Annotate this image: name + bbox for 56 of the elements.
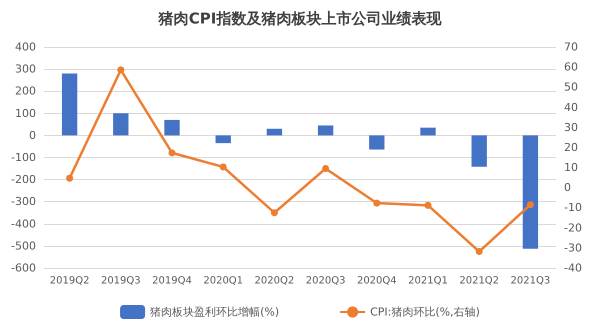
bar — [113, 113, 128, 136]
point — [322, 165, 330, 172]
point — [373, 200, 380, 207]
y2-tick-label: 70 — [564, 40, 578, 54]
bar — [164, 120, 180, 136]
y-tick-label: -500 — [11, 239, 36, 252]
x-tick-label: 2020Q2 — [254, 276, 294, 286]
y2-tick-label: 50 — [564, 80, 578, 94]
point — [117, 66, 124, 74]
x-tick-label: 2019Q3 — [100, 276, 141, 286]
y-tick-label: -600 — [11, 262, 36, 274]
y-tick-label: 100 — [15, 106, 36, 120]
x-tick-label: 2021Q1 — [408, 276, 448, 286]
bar — [420, 128, 436, 136]
y-tick-label: -100 — [11, 151, 36, 164]
bar — [216, 135, 231, 144]
y2-tick-label: 20 — [564, 140, 578, 154]
bar — [472, 135, 487, 167]
bar — [522, 135, 538, 249]
y2-tick-label: -10 — [564, 201, 582, 214]
x-tick-label: 2020Q3 — [306, 276, 346, 286]
y2-tick-label: -30 — [564, 241, 582, 254]
y2-tick-label: -20 — [564, 221, 582, 234]
y-tick-label: -400 — [11, 217, 36, 230]
y-tick-label: 200 — [15, 84, 36, 98]
point — [424, 202, 432, 209]
bar — [266, 128, 282, 136]
y-tick-label: 400 — [15, 40, 36, 54]
bar — [62, 74, 78, 136]
y2-tick-label: 10 — [564, 161, 578, 174]
y2-tick-label: 30 — [564, 120, 578, 134]
x-tick-label: 2020Q4 — [356, 276, 397, 286]
point — [66, 174, 74, 182]
x-tick-label: 2021Q2 — [459, 276, 500, 286]
x-tick-label: 2021Q3 — [510, 276, 550, 286]
y-tick-label: -300 — [11, 195, 36, 208]
legend-label: 猪肉板块盈利环比增幅(%) — [150, 306, 280, 318]
point — [270, 209, 278, 216]
x-tick-label: 2019Q2 — [50, 276, 90, 286]
bar — [369, 135, 384, 150]
legend-label: CPI:猪肉环比(%,右轴) — [370, 306, 480, 318]
bar — [318, 125, 334, 136]
y-tick-label: -200 — [11, 173, 36, 186]
chart-title: 猪肉CPI指数及猪肉板块上市公司业绩表现 — [158, 10, 442, 28]
y2-tick-label: -40 — [564, 262, 582, 274]
x-tick-label: 2020Q1 — [203, 276, 244, 286]
point — [476, 248, 483, 256]
point — [168, 149, 176, 156]
point — [526, 201, 534, 208]
y-tick-label: 0 — [29, 128, 36, 142]
point — [220, 163, 227, 170]
x-tick-label: 2019Q4 — [152, 276, 192, 286]
y2-tick-label: 0 — [564, 181, 571, 194]
y-tick-label: 300 — [15, 62, 36, 76]
y2-tick-label: 60 — [564, 60, 578, 74]
y2-tick-label: 40 — [564, 100, 578, 114]
